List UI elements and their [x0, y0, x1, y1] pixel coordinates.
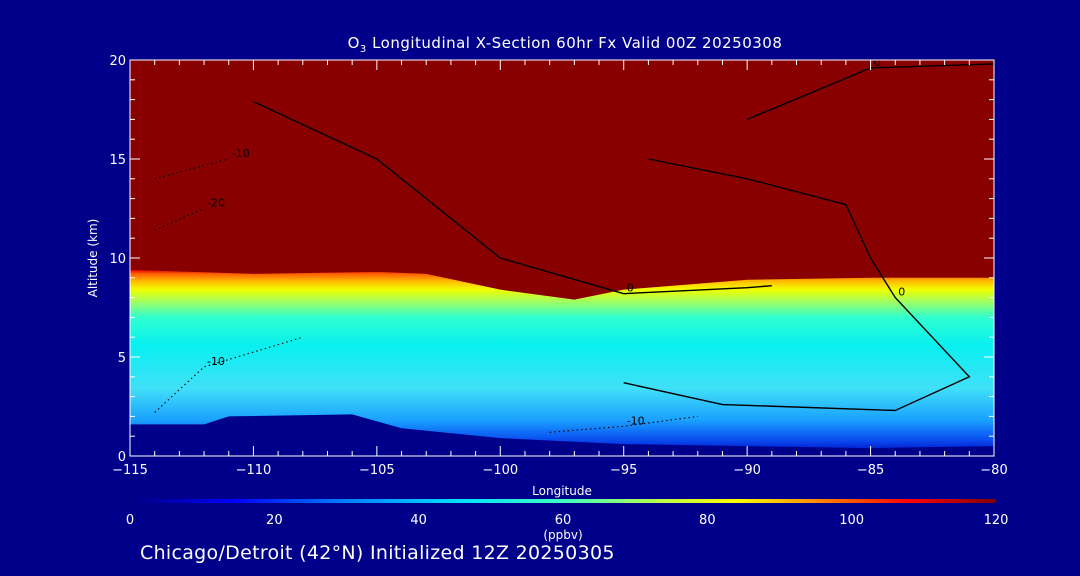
colorbar-tick-label: 0: [126, 513, 134, 528]
contour-label: 0: [627, 282, 634, 295]
contour-label: -20: [207, 197, 225, 210]
ozone-field: [130, 60, 994, 456]
x-tick-label: −85: [857, 463, 884, 478]
contour-label: -10: [232, 147, 250, 160]
colorbar-tick-label: 80: [699, 513, 716, 528]
chart-title: O3 Longitudinal X-Section 60hr Fx Valid …: [347, 34, 783, 55]
footer-caption: Chicago/Detroit (42°N) Initialized 12Z 2…: [140, 542, 615, 564]
colorbar-tick-label: 20: [266, 513, 283, 528]
colorbar-gradient: [130, 499, 996, 503]
contour-lines: 0 0 0 -10 -20 -10 -10: [154, 56, 994, 433]
y-axis-label: Altitude (km): [86, 219, 100, 298]
y-tick-label: 20: [109, 54, 126, 69]
x-tick-label: −105: [359, 463, 395, 478]
y-tick-label: 5: [118, 351, 126, 366]
stratosphere-region: [130, 60, 994, 300]
contour-line: [623, 158, 971, 412]
x-tick-label: −80: [980, 463, 1007, 478]
y-tick-label: 0: [118, 450, 126, 465]
y-tick-label: 15: [109, 153, 126, 168]
y-tick-label: 10: [109, 252, 126, 267]
terrain-mask: [130, 414, 994, 456]
x-tick-label: −95: [610, 463, 637, 478]
contour-label: 0: [874, 56, 881, 69]
colorbar-tick-label: 60: [555, 513, 572, 528]
colorbar-tick-label: 100: [839, 513, 864, 528]
contour-label: 0: [898, 286, 905, 299]
x-tick-label: −115: [112, 463, 148, 478]
axes: −115 −110 −105 −100 −95 −90 −85 −80 0 5 10 15 20 Long…: [86, 54, 1008, 498]
colorbar-tick-label: 120: [984, 513, 1009, 528]
contour-line: [154, 158, 229, 180]
contour-label: -10: [627, 414, 645, 427]
x-tick-label: −90: [733, 463, 760, 478]
contour-label: -10: [207, 355, 225, 368]
contour-line: [253, 100, 772, 295]
contour-line: [154, 336, 303, 413]
colorbar: 0 20 40 60 80 100 120 (ppbv): [126, 499, 1009, 542]
x-tick-label: −110: [236, 463, 272, 478]
colorbar-tick-label: 40: [410, 513, 427, 528]
x-axis-label: Longitude: [532, 484, 592, 498]
x-tick-label: −100: [482, 463, 518, 478]
colorbar-unit: (ppbv): [543, 528, 582, 542]
